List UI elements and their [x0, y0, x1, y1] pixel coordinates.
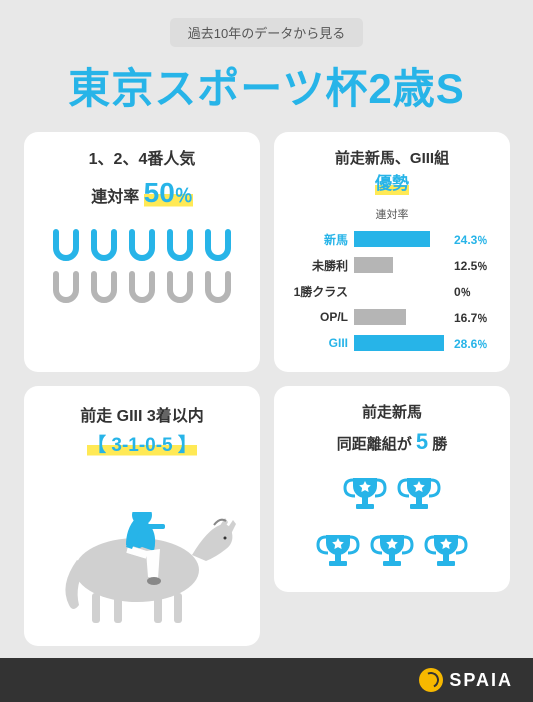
- bar-value: 12.5％: [448, 258, 496, 273]
- horseshoe-icon: [202, 270, 234, 306]
- record-value: 【 3-1-0-5 】: [87, 430, 197, 457]
- horseshoe-row-off: [38, 270, 246, 306]
- rates-line2: 優勢: [375, 171, 409, 197]
- bar-value: 0％: [448, 284, 496, 299]
- record-line1: 前走 GIII 3着以内: [38, 402, 246, 426]
- trophy-icon: [424, 527, 468, 576]
- horseshoe-icon: [202, 228, 234, 264]
- bar-name: 1勝クラス: [288, 283, 354, 300]
- bar-name: 未勝利: [288, 257, 354, 274]
- popularity-line2: 連対率 50％: [38, 172, 246, 214]
- trophy-icon: [316, 527, 360, 576]
- rates-axis-label: 連対率: [288, 206, 496, 222]
- horseshoe-icon: [88, 270, 120, 306]
- trophies: [288, 470, 496, 576]
- bar-row: 1勝クラス 0％: [288, 278, 496, 304]
- footer: SPAIA: [0, 658, 533, 702]
- horseshoe-icon: [164, 270, 196, 306]
- trophy-icon: [370, 527, 414, 576]
- logo-ball-icon: [419, 668, 443, 692]
- bar-value: 28.6％: [448, 336, 496, 351]
- subtitle: 過去10年のデータから見る: [170, 18, 363, 47]
- distance-line2: 同距離組が 5 勝: [288, 425, 496, 458]
- horseshoe-icon: [50, 228, 82, 264]
- bar-name: 新馬: [288, 231, 354, 248]
- horseshoe-icon: [164, 228, 196, 264]
- card-record: 前走 GIII 3着以内 【 3-1-0-5 】: [24, 386, 260, 646]
- bar-value: 16.7％: [448, 310, 496, 325]
- horseshoe-row-on: [38, 228, 246, 264]
- horseshoe-icon: [126, 270, 158, 306]
- horseshoe-icon: [88, 228, 120, 264]
- bar-fill: [354, 257, 393, 273]
- jockey-illustration: [38, 475, 246, 630]
- bar-fill: [354, 309, 406, 325]
- page-title: 東京スポーツ杯2歳S: [0, 55, 533, 116]
- brand-text: SPAIA: [449, 670, 513, 691]
- bar-name: OP/L: [288, 310, 354, 324]
- trophy-icon: [397, 470, 441, 519]
- bar-value: 24.3％: [448, 232, 496, 247]
- brand-logo: SPAIA: [419, 668, 513, 692]
- bar-row: GIII 28.6％: [288, 330, 496, 356]
- horseshoe-icon: [126, 228, 158, 264]
- bar-row: OP/L 16.7％: [288, 304, 496, 330]
- trophy-icon: [343, 470, 387, 519]
- bar-row: 新馬 24.3％: [288, 226, 496, 252]
- card-rates: 前走新馬、GIII組 優勢 連対率 新馬 24.3％ 未勝利 12.5％ 1勝ク…: [274, 132, 510, 372]
- bar-fill: [354, 231, 430, 247]
- popularity-line1: 1、2、4番人気: [38, 148, 246, 172]
- rates-line1: 前走新馬、GIII組: [288, 148, 496, 171]
- rates-bars: 新馬 24.3％ 未勝利 12.5％ 1勝クラス 0％ OP/L 16.7％ G…: [288, 226, 496, 356]
- horseshoe-icon: [50, 270, 82, 306]
- card-distance: 前走新馬 同距離組が 5 勝: [274, 386, 510, 592]
- bar-name: GIII: [288, 336, 354, 350]
- bar-fill: [354, 335, 444, 351]
- bar-row: 未勝利 12.5％: [288, 252, 496, 278]
- distance-line1: 前走新馬: [288, 402, 496, 425]
- card-popularity: 1、2、4番人気 連対率 50％: [24, 132, 260, 372]
